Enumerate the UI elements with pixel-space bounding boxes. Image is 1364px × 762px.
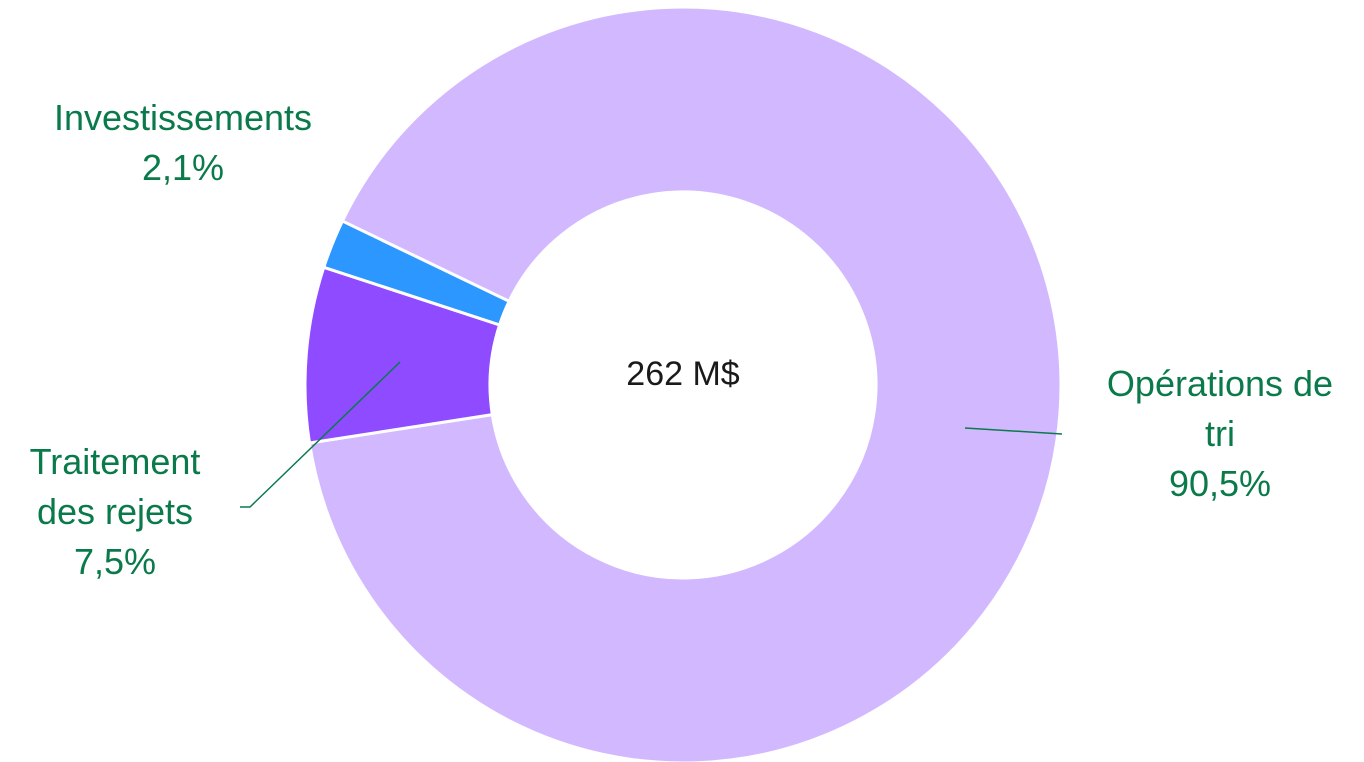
category-label: Investissements — [53, 97, 313, 138]
value-label: 7,5% — [73, 541, 157, 582]
category-label: Traitement des rejets — [29, 441, 201, 532]
category-label: Opérations de tri — [1106, 363, 1334, 454]
slice-label: Investissements 2,1% — [13, 93, 353, 193]
center-label: 262 M$ — [626, 355, 740, 393]
slice — [321, 219, 512, 327]
slice-label: Opérations de tri 90,5% — [1090, 359, 1350, 509]
donut — [303, 5, 1063, 762]
leader-line — [240, 361, 401, 508]
leader-line — [964, 427, 1063, 435]
value-label: 90,5% — [1168, 463, 1272, 504]
slice — [307, 5, 1063, 762]
value-label: 2,1% — [141, 147, 225, 188]
slice-label: Traitement des rejets 7,5% — [5, 437, 225, 587]
